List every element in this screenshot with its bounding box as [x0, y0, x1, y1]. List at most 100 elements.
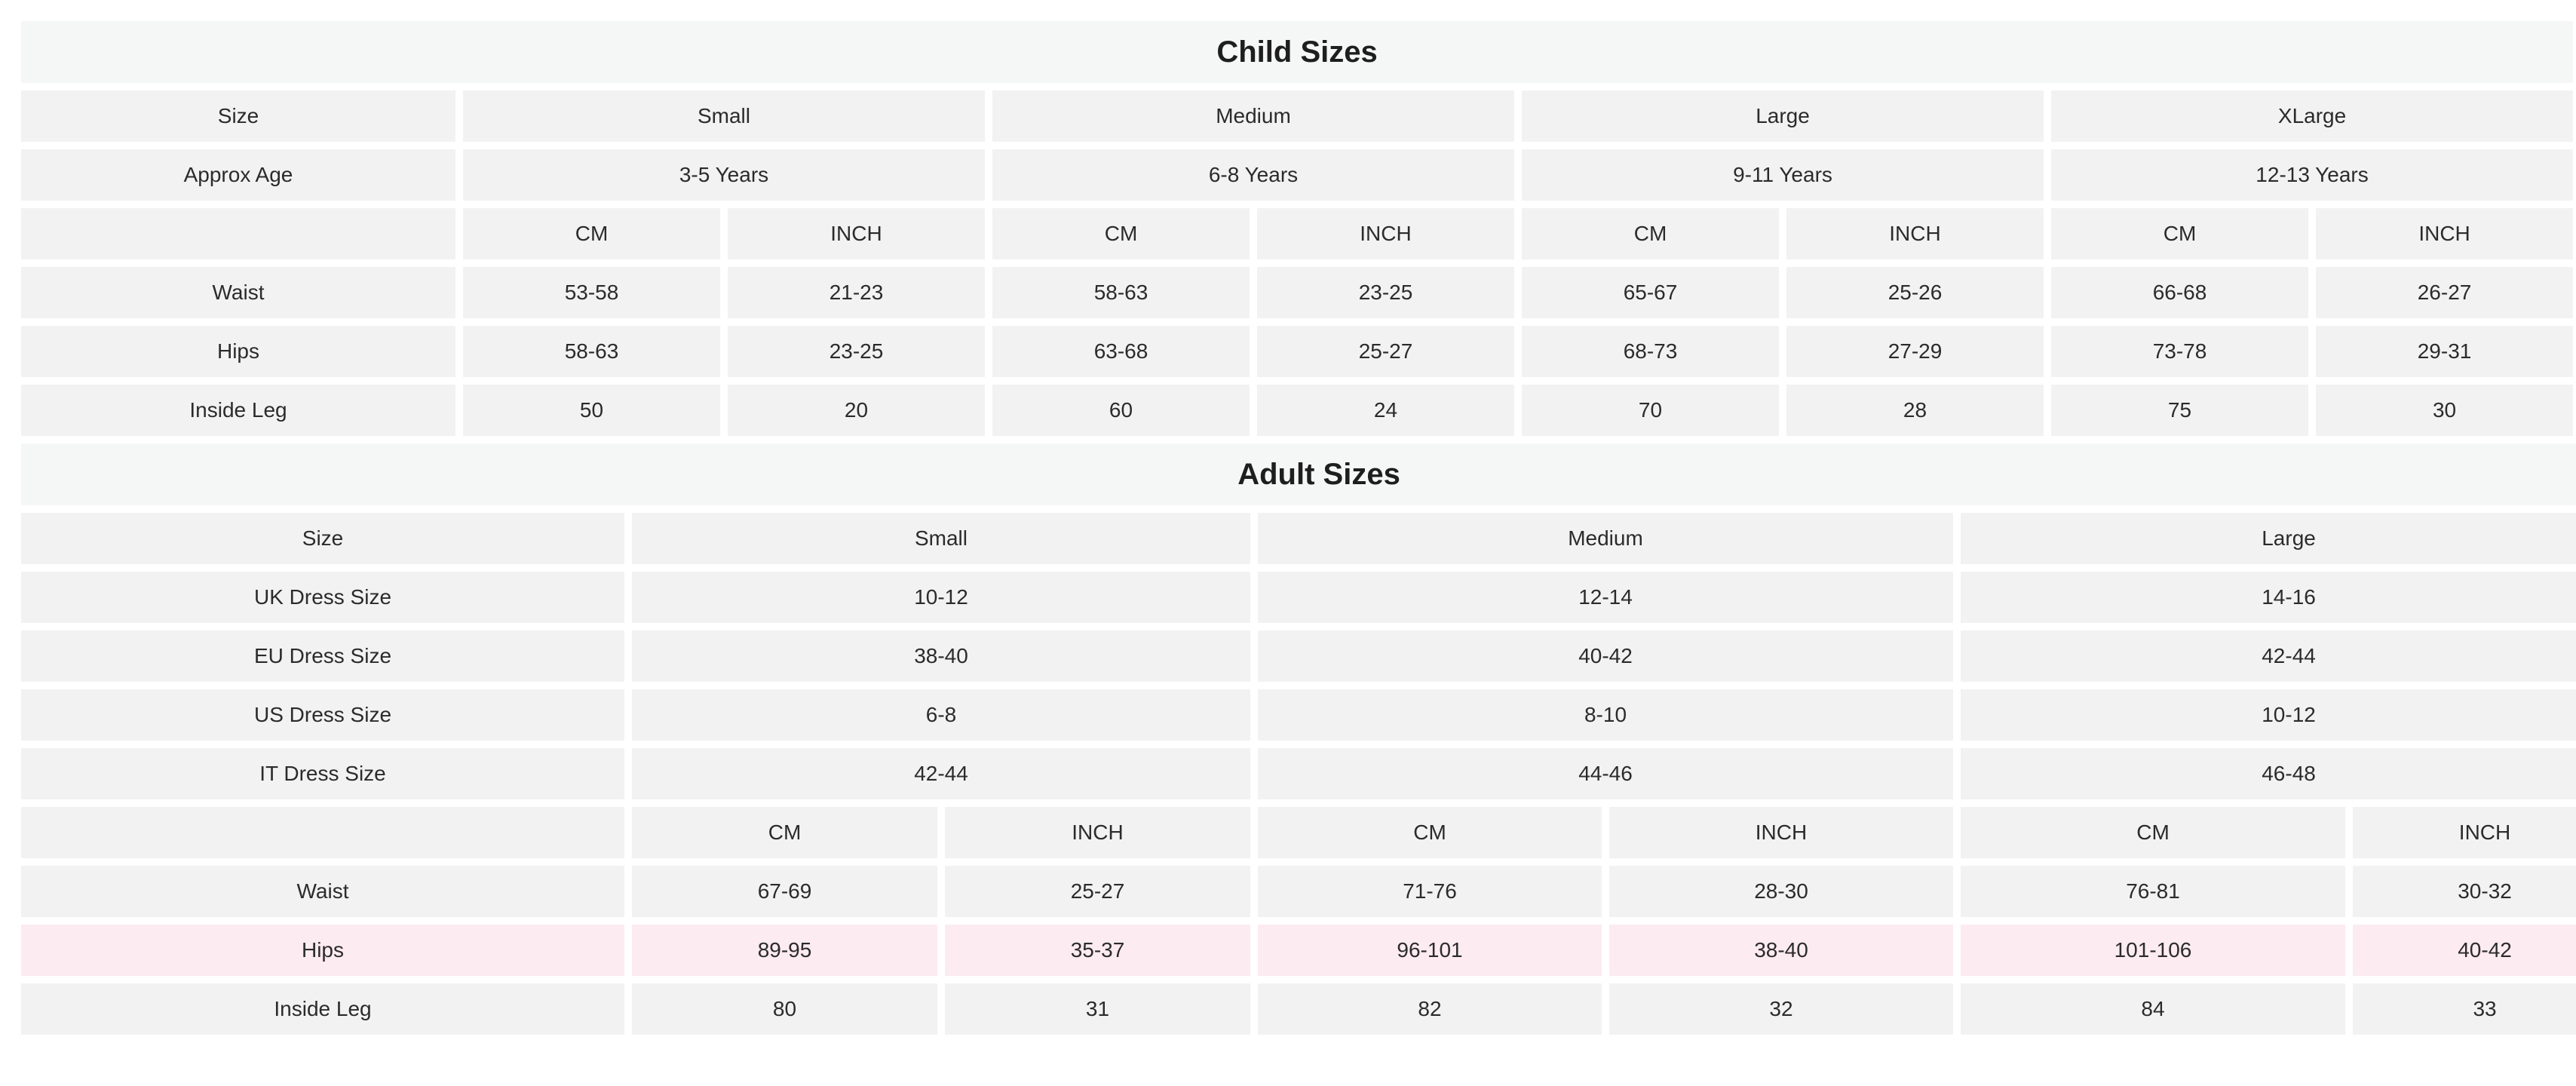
child-age-xlarge: 12-13 Years — [2051, 149, 2574, 201]
child-unit-cm: CM — [992, 208, 1250, 259]
table-cell: 40-42 — [1258, 630, 1953, 682]
table-cell: 12-14 — [1258, 572, 1953, 623]
table-cell: 53-58 — [463, 267, 720, 318]
adult-inside-leg-row: Inside Leg 80 31 82 32 84 33 — [21, 983, 2576, 1035]
table-cell: 32 — [1609, 983, 1953, 1035]
table-cell: 73-78 — [2051, 326, 2308, 377]
child-size-table: Child Sizes Size Small Medium Large XLar… — [14, 14, 2576, 443]
adult-waist-row: Waist 67-69 25-27 71-76 28-30 76-81 30-3… — [21, 866, 2576, 917]
row-label: UK Dress Size — [21, 572, 624, 623]
row-label: IT Dress Size — [21, 748, 624, 799]
table-cell: 26-27 — [2316, 267, 2574, 318]
child-size-medium: Medium — [992, 90, 1514, 142]
table-cell: 38-40 — [1609, 925, 1953, 976]
child-unit-inch: INCH — [1786, 208, 2044, 259]
us-dress-size-row: US Dress Size 6-8 8-10 10-12 — [21, 689, 2576, 741]
row-label: Inside Leg — [21, 385, 455, 436]
table-cell: 28 — [1786, 385, 2044, 436]
table-cell: 25-27 — [945, 866, 1250, 917]
child-sizes-title: Child Sizes — [21, 21, 2574, 83]
adult-size-table: Adult Sizes Size Small Medium Large UK D… — [14, 436, 2576, 1042]
table-cell: 33 — [2353, 983, 2576, 1035]
eu-dress-size-row: EU Dress Size 38-40 40-42 42-44 — [21, 630, 2576, 682]
adult-unit-cm: CM — [1961, 807, 2345, 858]
uk-dress-size-row: UK Dress Size 10-12 12-14 14-16 — [21, 572, 2576, 623]
adult-hips-row: Hips 89-95 35-37 96-101 38-40 101-106 40… — [21, 925, 2576, 976]
table-cell: 25-27 — [1257, 326, 1514, 377]
table-cell: 75 — [2051, 385, 2308, 436]
row-label: Waist — [21, 866, 624, 917]
size-guide: Child Sizes Size Small Medium Large XLar… — [21, 21, 2576, 1042]
child-unit-cm: CM — [463, 208, 720, 259]
row-label: Waist — [21, 267, 455, 318]
table-cell: 65-67 — [1522, 267, 1779, 318]
table-cell: 46-48 — [1961, 748, 2576, 799]
table-cell: 76-81 — [1961, 866, 2345, 917]
child-unit-inch: INCH — [2316, 208, 2574, 259]
row-label: US Dress Size — [21, 689, 624, 741]
adult-unit-cm: CM — [1258, 807, 1602, 858]
row-label: Hips — [21, 925, 624, 976]
table-cell: 30 — [2316, 385, 2574, 436]
adult-unit-inch: INCH — [1609, 807, 1953, 858]
row-label: Hips — [21, 326, 455, 377]
adult-sizes-title: Adult Sizes — [21, 443, 2576, 505]
child-unit-inch: INCH — [728, 208, 985, 259]
table-cell: 10-12 — [632, 572, 1250, 623]
child-unit-cm: CM — [2051, 208, 2308, 259]
table-cell: 42-44 — [1961, 630, 2576, 682]
child-unit-cm: CM — [1522, 208, 1779, 259]
table-cell: 23-25 — [1257, 267, 1514, 318]
adult-size-large: Large — [1961, 513, 2576, 564]
table-cell: 63-68 — [992, 326, 1250, 377]
child-size-small: Small — [463, 90, 985, 142]
child-waist-row: Waist 53-58 21-23 58-63 23-25 65-67 25-2… — [21, 267, 2574, 318]
table-cell: 82 — [1258, 983, 1602, 1035]
table-cell: 68-73 — [1522, 326, 1779, 377]
table-cell: 58-63 — [992, 267, 1250, 318]
child-age-label: Approx Age — [21, 149, 455, 201]
child-size-label: Size — [21, 90, 455, 142]
table-cell: 8-10 — [1258, 689, 1953, 741]
adult-unit-inch: INCH — [945, 807, 1250, 858]
table-cell: 96-101 — [1258, 925, 1602, 976]
table-cell: 27-29 — [1786, 326, 2044, 377]
adult-size-row: Size Small Medium Large — [21, 513, 2576, 564]
table-cell: 10-12 — [1961, 689, 2576, 741]
adult-size-small: Small — [632, 513, 1250, 564]
table-cell: 80 — [632, 983, 937, 1035]
child-age-large: 9-11 Years — [1522, 149, 2044, 201]
adult-unit-row: CM INCH CM INCH CM INCH — [21, 807, 2576, 858]
table-cell: 66-68 — [2051, 267, 2308, 318]
adult-unit-inch: INCH — [2353, 807, 2576, 858]
child-size-xlarge: XLarge — [2051, 90, 2574, 142]
child-size-large: Large — [1522, 90, 2044, 142]
table-cell: 30-32 — [2353, 866, 2576, 917]
table-cell: 38-40 — [632, 630, 1250, 682]
table-cell: 28-30 — [1609, 866, 1953, 917]
table-cell: 101-106 — [1961, 925, 2345, 976]
child-unit-row: CM INCH CM INCH CM INCH CM INCH — [21, 208, 2574, 259]
table-cell: 14-16 — [1961, 572, 2576, 623]
adult-title-row: Adult Sizes — [21, 443, 2576, 505]
table-cell: 89-95 — [632, 925, 937, 976]
adult-size-medium: Medium — [1258, 513, 1953, 564]
child-inside-leg-row: Inside Leg 50 20 60 24 70 28 75 30 — [21, 385, 2574, 436]
table-cell: 70 — [1522, 385, 1779, 436]
table-cell: 23-25 — [728, 326, 985, 377]
child-size-row: Size Small Medium Large XLarge — [21, 90, 2574, 142]
adult-unit-empty-cell — [21, 807, 624, 858]
table-cell: 44-46 — [1258, 748, 1953, 799]
child-age-medium: 6-8 Years — [992, 149, 1514, 201]
child-age-small: 3-5 Years — [463, 149, 985, 201]
adult-unit-cm: CM — [632, 807, 937, 858]
table-cell: 84 — [1961, 983, 2345, 1035]
table-cell: 35-37 — [945, 925, 1250, 976]
row-label: EU Dress Size — [21, 630, 624, 682]
child-unit-inch: INCH — [1257, 208, 1514, 259]
table-cell: 71-76 — [1258, 866, 1602, 917]
table-cell: 20 — [728, 385, 985, 436]
child-title-row: Child Sizes — [21, 21, 2574, 83]
table-cell: 50 — [463, 385, 720, 436]
it-dress-size-row: IT Dress Size 42-44 44-46 46-48 — [21, 748, 2576, 799]
